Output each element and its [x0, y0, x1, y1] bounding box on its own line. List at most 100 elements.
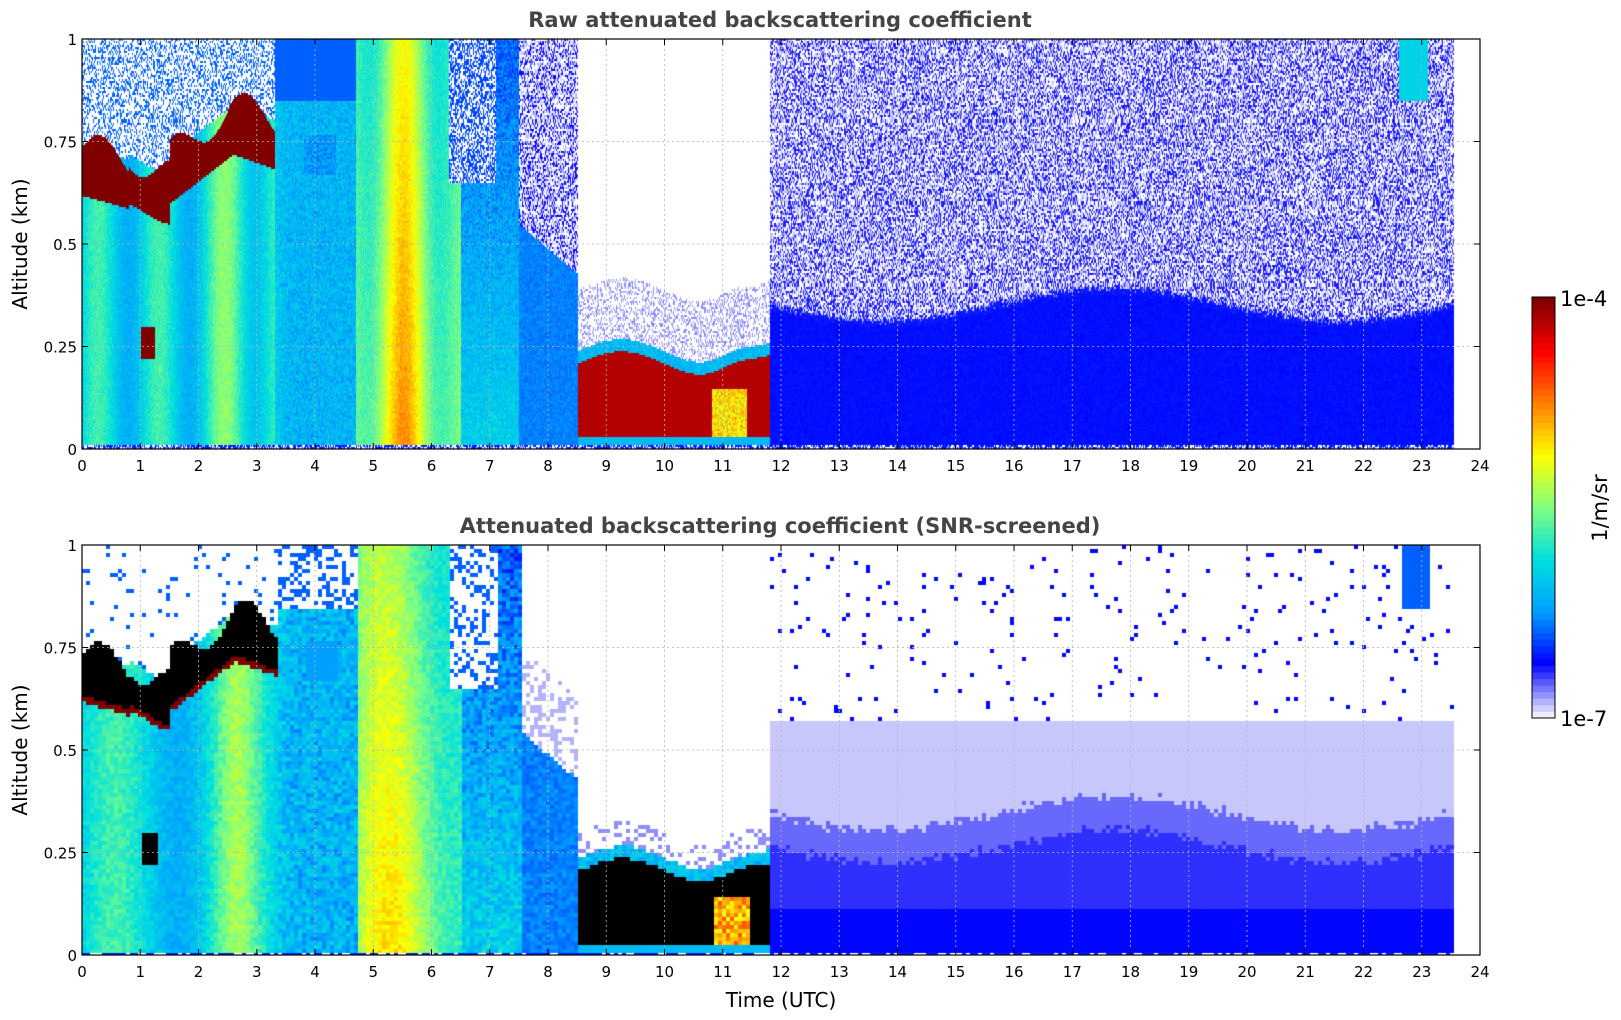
x-tick-label: 18 [1121, 963, 1140, 981]
colorbar-step [1532, 533, 1555, 541]
colorbar-step [1532, 658, 1555, 666]
x-tick-label: 22 [1354, 963, 1373, 981]
colorbar-step [1532, 375, 1555, 384]
x-tick-label: 8 [543, 963, 553, 981]
x-tick-label: 22 [1354, 457, 1373, 475]
colorbar-step [1532, 639, 1555, 647]
x-tick-label: 6 [427, 963, 437, 981]
colorbar-step [1532, 632, 1555, 640]
colorbar-step [1532, 349, 1555, 357]
colorbar-step [1532, 415, 1555, 423]
panel-screened-xlabel: Time (UTC) [725, 988, 837, 1012]
colorbar-step [1532, 303, 1555, 311]
panel-raw-ylabel: Altitude (km) [8, 178, 32, 309]
x-tick-label: 7 [485, 963, 495, 981]
x-tick-label: 1 [135, 963, 145, 981]
x-tick-label: 10 [655, 457, 674, 475]
panel-raw-title: Raw attenuated backscattering coefficien… [528, 8, 1032, 32]
x-tick-label: 2 [194, 963, 204, 981]
y-tick-label: 0 [67, 947, 77, 965]
panel-raw-y-ticks: 0 0.25 0.5 0.75 1 [44, 31, 1480, 459]
colorbar-step [1532, 579, 1555, 587]
x-tick-label: 21 [1296, 963, 1315, 981]
colorbar-step [1532, 606, 1555, 614]
colorbar-step [1532, 343, 1555, 351]
colorbar-step [1532, 435, 1555, 443]
x-tick-label: 15 [946, 457, 965, 475]
y-tick-label: 1 [67, 537, 77, 555]
colorbar-step [1532, 310, 1555, 318]
colorbar-step [1532, 494, 1555, 502]
x-tick-label: 2 [194, 457, 204, 475]
colorbar-max-label: 1e-4 [1560, 287, 1607, 311]
x-tick-label: 16 [1004, 457, 1023, 475]
colorbar-step [1532, 316, 1555, 324]
x-tick-label: 9 [601, 457, 611, 475]
colorbar-steps [1532, 297, 1555, 719]
colorbar-step [1532, 685, 1555, 693]
x-tick-label: 19 [1179, 963, 1198, 981]
colorbar-step [1532, 546, 1555, 555]
y-tick-label: 0.75 [44, 640, 77, 658]
x-tick-label: 23 [1412, 963, 1431, 981]
x-tick-label: 3 [252, 963, 262, 981]
x-tick-label: 20 [1237, 457, 1256, 475]
colorbar-step [1532, 665, 1555, 673]
colorbar-step [1532, 514, 1555, 522]
x-tick-label: 23 [1412, 457, 1431, 475]
colorbar-step [1532, 507, 1555, 515]
colorbar-step [1532, 612, 1555, 620]
x-tick-label: 3 [252, 457, 262, 475]
colorbar-step [1532, 560, 1555, 568]
colorbar-step [1532, 566, 1555, 574]
x-tick-label: 8 [543, 457, 553, 475]
colorbar-unit-label: 1/m/sr [1588, 474, 1612, 542]
colorbar-step [1532, 678, 1555, 686]
colorbar-min-label: 1e-7 [1560, 707, 1607, 731]
x-tick-label: 14 [888, 963, 907, 981]
x-tick-label: 7 [485, 457, 495, 475]
colorbar-step [1532, 356, 1555, 364]
colorbar-step [1532, 704, 1555, 712]
colorbar-step [1532, 474, 1555, 482]
x-tick-label: 6 [427, 457, 437, 475]
colorbar-step [1532, 481, 1555, 489]
x-tick-label: 17 [1063, 963, 1082, 981]
y-tick-label: 0.5 [53, 236, 77, 254]
colorbar-step [1532, 323, 1555, 331]
x-tick-label: 24 [1470, 963, 1489, 981]
colorbar-step [1532, 448, 1555, 456]
colorbar-step [1532, 389, 1555, 397]
colorbar: 1e-4 1e-7 1/m/sr [1531, 287, 1612, 731]
colorbar-step [1532, 402, 1555, 410]
panel-raw-grid [82, 39, 1480, 449]
y-tick-label: 0.5 [53, 742, 77, 760]
colorbar-step [1532, 625, 1555, 633]
panel-screened: Attenuated backscattering coefficient (S… [8, 514, 1490, 1012]
panel-screened-x-ticks: 0 1 2 3 4 5 6 7 8 9 10 11 12 13 14 15 16 17 18 19 20 21 22 23 24 [77, 545, 1490, 981]
colorbar-step [1532, 421, 1555, 430]
colorbar-step [1532, 336, 1555, 344]
x-tick-label: 5 [368, 457, 378, 475]
x-tick-label: 13 [830, 457, 849, 475]
y-tick-label: 0.25 [44, 845, 77, 863]
x-tick-label: 12 [771, 963, 790, 981]
colorbar-step [1532, 395, 1555, 403]
x-tick-label: 1 [135, 457, 145, 475]
colorbar-step [1532, 329, 1555, 337]
x-tick-label: 13 [830, 963, 849, 981]
colorbar-step [1532, 428, 1555, 436]
x-tick-label: 0 [77, 457, 87, 475]
colorbar-step [1532, 691, 1555, 699]
x-tick-label: 15 [946, 963, 965, 981]
x-tick-label: 12 [771, 457, 790, 475]
colorbar-step [1532, 619, 1555, 627]
colorbar-step [1532, 652, 1555, 660]
x-tick-label: 20 [1237, 963, 1256, 981]
colorbar-step [1532, 599, 1555, 607]
x-tick-label: 4 [310, 963, 320, 981]
x-tick-label: 11 [713, 457, 732, 475]
y-tick-label: 0 [67, 441, 77, 459]
y-tick-label: 1 [67, 31, 77, 49]
panel-screened-grid [82, 545, 1480, 955]
